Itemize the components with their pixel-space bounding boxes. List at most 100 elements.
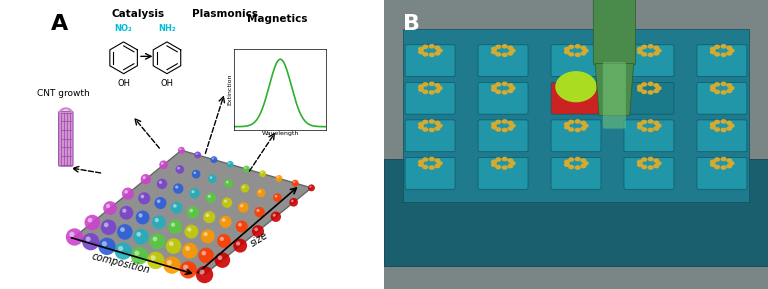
Circle shape	[173, 183, 184, 194]
Circle shape	[254, 207, 265, 217]
Circle shape	[120, 206, 134, 220]
Circle shape	[582, 161, 588, 166]
Circle shape	[429, 128, 435, 132]
Circle shape	[710, 122, 716, 127]
Circle shape	[418, 47, 424, 51]
Circle shape	[291, 200, 293, 202]
Circle shape	[88, 218, 92, 223]
FancyBboxPatch shape	[478, 120, 528, 152]
Circle shape	[714, 90, 720, 94]
Circle shape	[177, 167, 180, 169]
Circle shape	[582, 123, 588, 128]
Text: OH: OH	[117, 79, 130, 88]
Circle shape	[134, 229, 149, 244]
Circle shape	[435, 158, 441, 163]
Circle shape	[429, 81, 435, 86]
Circle shape	[654, 45, 660, 50]
Circle shape	[190, 188, 200, 199]
Circle shape	[710, 47, 716, 51]
Circle shape	[422, 52, 429, 57]
FancyBboxPatch shape	[551, 158, 601, 189]
FancyBboxPatch shape	[697, 45, 746, 77]
Circle shape	[710, 160, 716, 164]
Circle shape	[568, 127, 574, 132]
Circle shape	[157, 199, 161, 203]
Polygon shape	[384, 159, 768, 266]
Circle shape	[574, 44, 581, 49]
Circle shape	[564, 162, 570, 167]
Circle shape	[495, 45, 502, 49]
Circle shape	[510, 48, 516, 53]
Circle shape	[210, 176, 213, 179]
Circle shape	[153, 237, 157, 241]
Circle shape	[429, 44, 435, 49]
Circle shape	[233, 239, 247, 253]
Circle shape	[277, 176, 279, 179]
Circle shape	[190, 209, 193, 212]
Circle shape	[147, 252, 164, 269]
Circle shape	[196, 266, 214, 283]
Circle shape	[151, 255, 156, 260]
Circle shape	[260, 170, 266, 177]
Circle shape	[495, 52, 502, 57]
Circle shape	[418, 122, 424, 127]
Circle shape	[308, 184, 315, 191]
Circle shape	[422, 45, 429, 49]
Circle shape	[243, 166, 250, 173]
Circle shape	[502, 165, 508, 170]
Circle shape	[508, 45, 514, 50]
Circle shape	[720, 157, 727, 161]
Circle shape	[270, 212, 281, 222]
Circle shape	[236, 242, 240, 246]
Circle shape	[647, 165, 654, 170]
Circle shape	[136, 210, 150, 224]
FancyBboxPatch shape	[603, 62, 626, 129]
Circle shape	[637, 50, 643, 54]
Circle shape	[206, 193, 216, 203]
Circle shape	[555, 71, 597, 102]
Circle shape	[714, 82, 720, 87]
Circle shape	[508, 164, 514, 168]
FancyBboxPatch shape	[478, 82, 528, 114]
Circle shape	[252, 225, 264, 237]
Circle shape	[159, 160, 168, 169]
FancyBboxPatch shape	[384, 0, 768, 289]
Circle shape	[491, 47, 497, 51]
Circle shape	[654, 164, 660, 168]
Text: Magnetics: Magnetics	[247, 14, 307, 25]
X-axis label: Wavelength: Wavelength	[262, 131, 299, 136]
Circle shape	[167, 260, 172, 265]
Circle shape	[720, 44, 727, 49]
Circle shape	[418, 160, 424, 164]
Circle shape	[194, 151, 201, 158]
Circle shape	[214, 252, 230, 268]
FancyBboxPatch shape	[58, 111, 73, 166]
Circle shape	[510, 123, 516, 128]
Circle shape	[104, 223, 108, 227]
Circle shape	[435, 126, 441, 131]
Circle shape	[114, 242, 132, 260]
Circle shape	[212, 158, 214, 160]
Circle shape	[159, 181, 162, 184]
FancyBboxPatch shape	[551, 82, 601, 114]
Circle shape	[641, 82, 647, 87]
Circle shape	[574, 157, 581, 161]
Circle shape	[150, 234, 165, 249]
Circle shape	[436, 123, 442, 128]
Circle shape	[238, 202, 249, 213]
Circle shape	[491, 87, 497, 92]
Circle shape	[154, 197, 167, 209]
Circle shape	[106, 204, 110, 208]
Circle shape	[435, 89, 441, 93]
Circle shape	[568, 157, 574, 162]
Circle shape	[728, 123, 735, 128]
FancyBboxPatch shape	[697, 82, 746, 114]
Circle shape	[429, 53, 435, 57]
Circle shape	[152, 215, 166, 229]
FancyBboxPatch shape	[624, 45, 674, 77]
Circle shape	[273, 214, 276, 217]
Circle shape	[422, 127, 429, 132]
Circle shape	[418, 87, 424, 92]
Circle shape	[656, 123, 662, 128]
Circle shape	[564, 160, 570, 164]
